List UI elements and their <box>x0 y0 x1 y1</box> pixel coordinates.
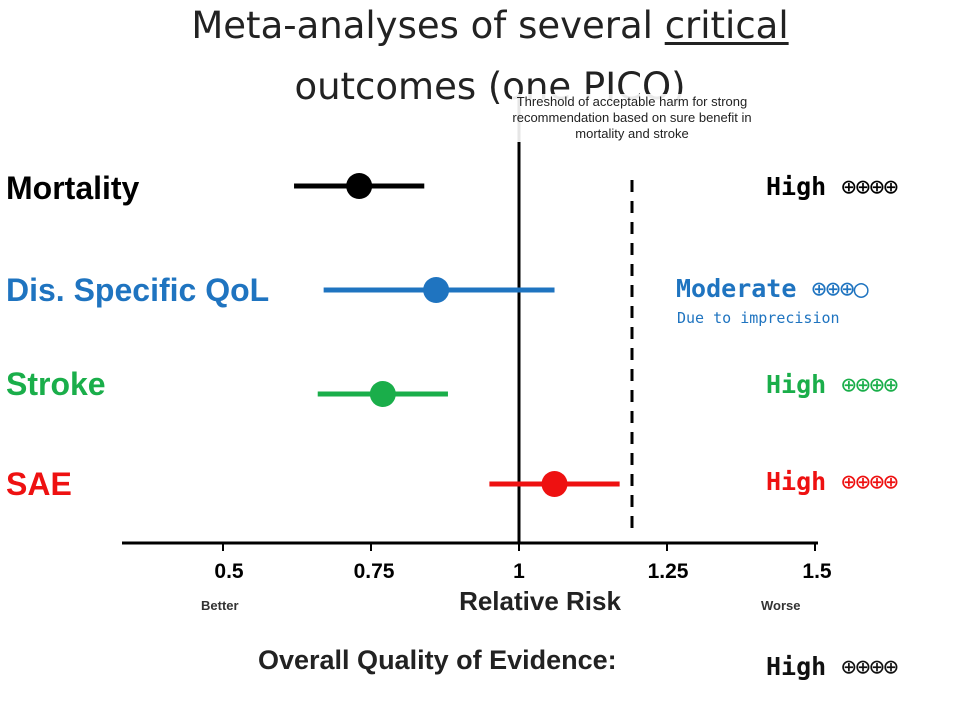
overall-quality-text: High <box>766 652 827 681</box>
quality-mortality-symbols: ⊕⊕⊕⊕ <box>841 172 898 201</box>
quality-sae-symbols: ⊕⊕⊕⊕ <box>841 467 898 496</box>
outcome-label-mortality: Mortality <box>6 170 140 206</box>
page-title-line-1: Meta-analyses of several critical <box>0 4 960 48</box>
tick-label-1-5: 1.5 <box>802 560 832 583</box>
tick-label-0-5: 0.5 <box>214 560 244 583</box>
worse-label: Worse <box>761 598 801 613</box>
overall-quality-symbols: ⊕⊕⊕⊕ <box>841 652 898 681</box>
quality-sae-text: High <box>766 467 827 496</box>
quality-stroke-symbols: ⊕⊕⊕⊕ <box>841 370 898 399</box>
point-estimate-stroke <box>369 381 396 407</box>
quality-qol-text: Moderate <box>676 274 797 303</box>
point-estimate-qol <box>423 277 450 303</box>
x-axis-ticks <box>222 543 816 551</box>
x-axis-title: Relative Risk <box>459 586 621 616</box>
quality-stroke-text: High <box>766 370 827 399</box>
better-label: Better <box>201 598 239 613</box>
title-prefix: Meta-analyses of several <box>191 4 665 47</box>
quality-sae: High ⊕⊕⊕⊕ <box>766 467 899 496</box>
point-estimate-sae <box>541 471 568 497</box>
point-estimate-mortality <box>346 173 373 199</box>
overall-quality-label: Overall Quality of Evidence: <box>258 645 617 675</box>
qol-quality-note: Due to imprecision <box>677 309 840 327</box>
quality-qol-symbols: ⊕⊕⊕○ <box>811 274 868 303</box>
quality-stroke: High ⊕⊕⊕⊕ <box>766 370 899 399</box>
quality-mortality: High ⊕⊕⊕⊕ <box>766 172 899 201</box>
tick-label-1-25: 1.25 <box>647 560 689 583</box>
outcome-label-qol: Dis. Specific QoL <box>6 272 270 308</box>
overall-quality: High ⊕⊕⊕⊕ <box>766 652 899 681</box>
tick-label-1: 1 <box>513 560 525 583</box>
title-underlined-word: critical <box>664 4 789 47</box>
outcome-label-stroke: Stroke <box>6 366 106 402</box>
forest-marks <box>294 173 620 497</box>
threshold-annotation: Threshold of acceptable harm for strong … <box>512 94 752 142</box>
tick-label-0-75: 0.75 <box>353 560 395 583</box>
outcome-label-sae: SAE <box>6 466 72 502</box>
quality-mortality-text: High <box>766 172 827 201</box>
quality-qol: Moderate ⊕⊕⊕○ <box>676 274 869 303</box>
